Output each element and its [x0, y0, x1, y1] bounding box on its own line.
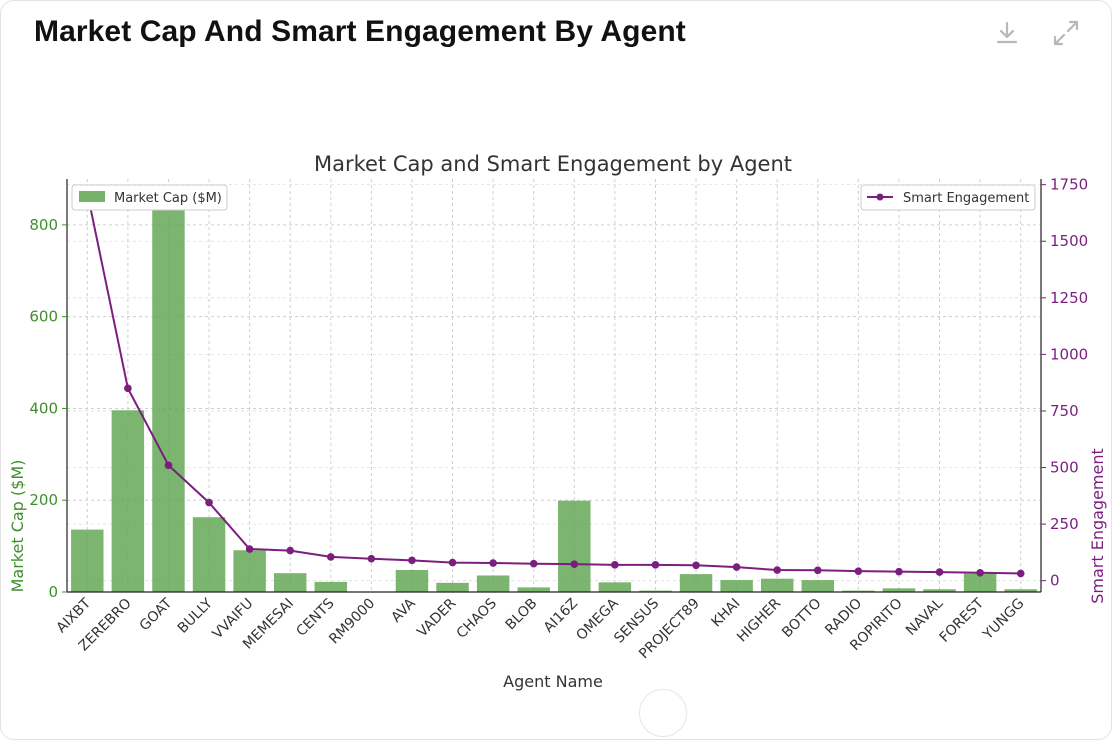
tick-label-left: 800: [29, 216, 58, 234]
tick-label-right: 1750: [1050, 176, 1088, 194]
legend-left-label: Market Cap ($M): [114, 191, 222, 206]
tick-label-right: 1000: [1050, 345, 1088, 363]
point-bully: [205, 499, 213, 507]
bar-chaos: [477, 575, 509, 592]
tick-label-left: 200: [29, 491, 58, 509]
point-chaos: [489, 559, 497, 567]
bar-goat: [152, 193, 184, 592]
point-forest: [976, 569, 984, 577]
expand-button[interactable]: [1048, 15, 1084, 51]
download-button[interactable]: [989, 15, 1025, 51]
scroll-indicator[interactable]: [639, 689, 687, 737]
bar-vvaifu: [233, 550, 265, 592]
point-ropirito: [895, 568, 903, 576]
point-yungg: [1017, 570, 1025, 578]
engagement-line: [87, 193, 1020, 574]
legend-right: Smart Engagement: [861, 185, 1035, 210]
tick-label-right: 250: [1050, 515, 1079, 533]
bar-project89: [680, 574, 712, 592]
bar-vader: [436, 583, 468, 592]
point-botto: [814, 566, 822, 574]
tick-label-right: 500: [1050, 459, 1079, 477]
y-axis-label-right: Smart Engagement: [1088, 448, 1107, 604]
bar-khai: [720, 580, 752, 592]
bar-cents: [315, 582, 347, 592]
bar-series: [71, 193, 1037, 592]
point-blob: [530, 560, 538, 568]
combo-chart: Market Cap and Smart Engagement by Agent…: [1, 141, 1114, 701]
x-tick-label: FOREST: [937, 595, 988, 646]
point-ai16z: [570, 560, 578, 568]
point-vvaifu: [246, 545, 254, 553]
tick-label-right: 1250: [1050, 289, 1088, 307]
download-icon: [993, 19, 1021, 47]
bar-zerebro: [112, 410, 144, 592]
tick-label-left: 0: [48, 583, 58, 601]
point-memesai: [286, 547, 294, 555]
x-tick-label: CHAOS: [454, 595, 500, 641]
line-series: [83, 189, 1024, 577]
bar-memesai: [274, 573, 306, 592]
x-tick-label: VADER: [414, 595, 459, 640]
x-tick-label: BOTTO: [779, 596, 824, 641]
bar-omega: [599, 582, 631, 592]
tick-label-right: 0: [1050, 572, 1060, 590]
point-goat: [165, 461, 173, 469]
card-title: Market Cap And Smart Engagement By Agent: [34, 15, 686, 49]
tick-label-right: 1500: [1050, 232, 1088, 250]
chart-title: Market Cap and Smart Engagement by Agent: [314, 152, 792, 176]
point-cents: [327, 553, 335, 561]
legend-left-swatch: [79, 191, 105, 202]
bar-botto: [802, 580, 834, 592]
x-tick-label: HIGHER: [734, 595, 784, 645]
point-khai: [733, 563, 741, 571]
legend-right-label: Smart Engagement: [903, 191, 1029, 206]
tick-label-left: 400: [29, 399, 58, 417]
y-axis-label-left: Market Cap ($M): [8, 460, 27, 593]
bar-bully: [193, 517, 225, 592]
bar-ai16z: [558, 501, 590, 592]
point-naval: [936, 568, 944, 576]
expand-icon: [1051, 18, 1081, 48]
bar-ava: [396, 570, 428, 592]
point-sensus: [652, 561, 660, 569]
x-tick-label: YUNGG: [979, 596, 1027, 644]
point-higher: [773, 566, 781, 574]
bar-higher: [761, 579, 793, 592]
point-omega: [611, 561, 619, 569]
point-rm9000: [368, 555, 376, 563]
bar-aixbt: [71, 530, 103, 592]
tick-label-left: 600: [29, 308, 58, 326]
legend-right-marker: [877, 194, 884, 201]
bar-blob: [517, 587, 549, 592]
point-project89: [692, 561, 700, 569]
x-tick-label: BLOB: [503, 596, 541, 634]
x-tick-label: AVA: [388, 595, 419, 626]
tick-label-right: 750: [1050, 402, 1079, 420]
x-axis-label: Agent Name: [503, 672, 603, 691]
legend-left: Market Cap ($M): [72, 185, 227, 210]
point-ava: [408, 557, 416, 565]
x-tick-label: KHAI: [709, 596, 744, 631]
point-zerebro: [124, 385, 132, 393]
point-vader: [449, 559, 457, 567]
point-radio: [855, 567, 863, 575]
x-tick-label: GOAT: [137, 595, 176, 634]
